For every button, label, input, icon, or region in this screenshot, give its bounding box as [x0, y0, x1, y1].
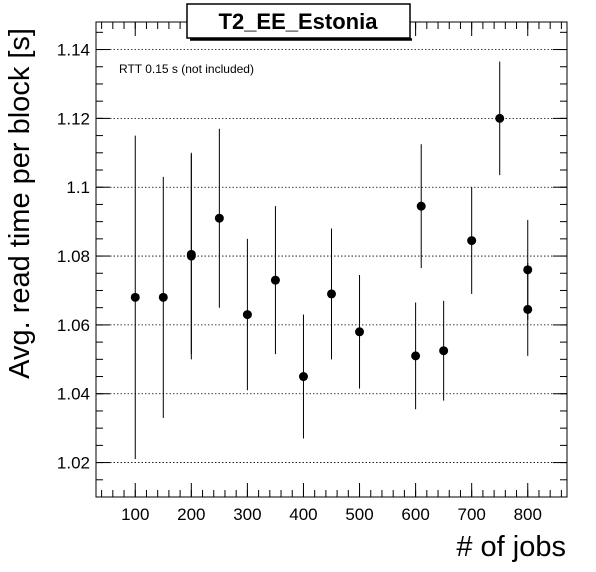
y-tick-label: 1.02	[57, 454, 90, 473]
y-axis-title: Avg. read time per block [s]	[4, 28, 36, 379]
y-tick-label: 1.08	[57, 247, 90, 266]
title-box: T2_EE_Estonia	[186, 3, 412, 41]
data-points	[130, 61, 533, 460]
x-tick-label: 500	[345, 505, 373, 524]
x-tick-label: 400	[289, 505, 317, 524]
x-tick-label: 800	[514, 505, 542, 524]
tick-labels: 1.02 1.04 1.06 1.08 1.1 1.12 1.14 100 200 300 400 5…	[57, 41, 542, 524]
data-point	[158, 292, 168, 302]
data-point	[130, 292, 140, 302]
x-tick-label: 700	[457, 505, 485, 524]
data-point	[495, 113, 505, 123]
data-point	[327, 289, 336, 299]
y-tick-label: 1.14	[57, 41, 90, 60]
data-point	[416, 201, 426, 211]
title-box-border	[186, 3, 411, 39]
x-axis-title: # of jobs	[456, 531, 566, 563]
rtt-annotation: RTT 0.15 s (not included)	[119, 62, 254, 76]
data-point	[467, 236, 477, 246]
x-tick-label: 600	[401, 505, 429, 524]
y-tick-label: 1.12	[57, 109, 90, 128]
y-tick-label: 1.04	[57, 385, 90, 404]
data-point	[270, 275, 280, 285]
data-point	[439, 346, 449, 356]
x-tick-label: 100	[121, 505, 149, 524]
chart-title: T2_EE_Estonia	[219, 9, 379, 34]
data-point	[523, 304, 533, 314]
y-tick-label: 1.06	[57, 316, 90, 335]
x-tick-label: 300	[233, 505, 261, 524]
data-point	[355, 327, 365, 337]
data-point	[186, 251, 196, 261]
y-tick-label: 1.1	[66, 178, 90, 197]
data-point	[411, 351, 421, 361]
data-point	[298, 372, 308, 382]
data-point	[214, 213, 224, 223]
data-point	[242, 310, 252, 320]
x-tick-label: 200	[177, 505, 205, 524]
